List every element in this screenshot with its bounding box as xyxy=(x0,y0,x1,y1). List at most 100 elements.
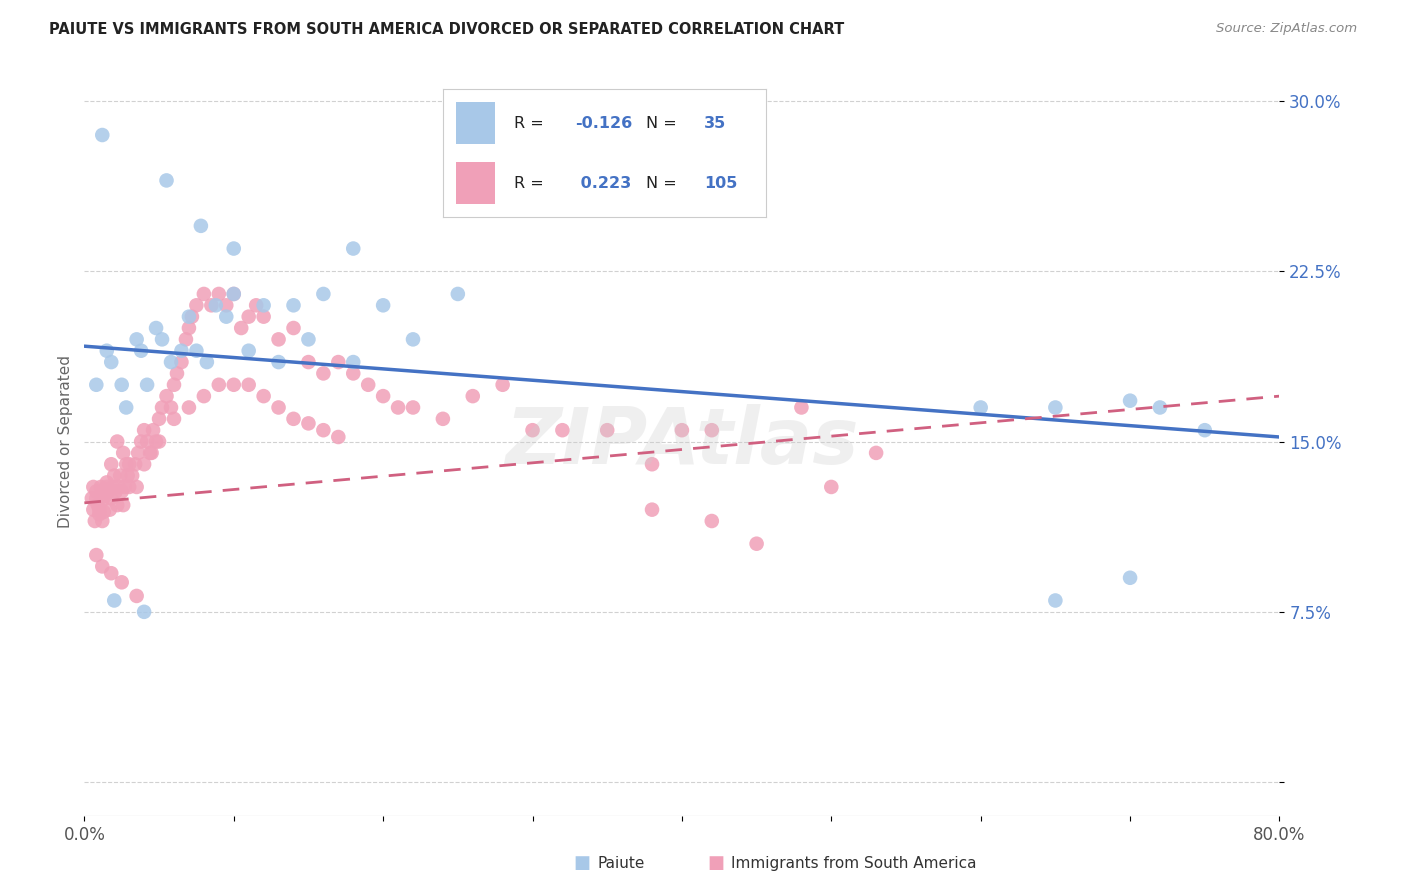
Point xyxy=(132,605,156,619)
Point xyxy=(117,468,139,483)
Point xyxy=(193,389,215,403)
Point xyxy=(432,412,454,426)
Point xyxy=(155,173,177,187)
Y-axis label: Divorced or Separated: Divorced or Separated xyxy=(58,355,73,528)
Point xyxy=(865,446,887,460)
Point xyxy=(87,498,110,512)
Point xyxy=(112,446,135,460)
Point xyxy=(641,502,664,516)
Point xyxy=(402,332,425,346)
Point xyxy=(222,242,245,256)
Point xyxy=(115,457,138,471)
Point xyxy=(110,468,132,483)
Point xyxy=(111,377,134,392)
Point xyxy=(90,480,112,494)
Point xyxy=(402,401,425,415)
Text: Immigrants from South America: Immigrants from South America xyxy=(731,856,977,871)
Point xyxy=(89,507,111,521)
Point xyxy=(190,219,212,233)
Point xyxy=(1045,401,1067,415)
Point xyxy=(96,475,118,490)
Point xyxy=(253,389,276,403)
Text: Source: ZipAtlas.com: Source: ZipAtlas.com xyxy=(1216,22,1357,36)
Point xyxy=(150,332,173,346)
Point xyxy=(86,491,108,506)
Point xyxy=(596,423,619,437)
Point xyxy=(86,377,108,392)
Point xyxy=(208,377,231,392)
Point xyxy=(312,287,335,301)
Point xyxy=(107,480,129,494)
Point xyxy=(139,446,162,460)
Point xyxy=(790,401,813,415)
Point xyxy=(186,298,208,312)
Text: Paiute: Paiute xyxy=(598,856,645,871)
Point xyxy=(970,401,993,415)
Point xyxy=(103,468,125,483)
Point xyxy=(641,457,664,471)
Point xyxy=(215,310,238,324)
Point xyxy=(170,343,193,358)
Point xyxy=(186,343,208,358)
Point xyxy=(129,343,152,358)
Point xyxy=(222,287,245,301)
Point xyxy=(125,589,148,603)
Point xyxy=(91,493,114,508)
Point xyxy=(200,298,222,312)
Point xyxy=(94,489,117,503)
Point xyxy=(105,498,128,512)
Point xyxy=(253,310,276,324)
Point xyxy=(118,480,141,494)
Text: ■: ■ xyxy=(707,855,724,872)
Point xyxy=(312,423,335,437)
Point xyxy=(700,423,723,437)
Point xyxy=(82,480,104,494)
Point xyxy=(100,566,122,581)
Point xyxy=(91,559,114,574)
Point xyxy=(522,423,544,437)
Point xyxy=(267,401,290,415)
Point xyxy=(142,423,165,437)
Point xyxy=(136,377,159,392)
Point xyxy=(283,321,305,335)
Point xyxy=(121,468,143,483)
Point xyxy=(297,355,319,369)
Point xyxy=(100,491,122,506)
Point xyxy=(114,480,136,494)
Point xyxy=(245,298,267,312)
Point xyxy=(231,321,253,335)
Point xyxy=(447,287,470,301)
Point xyxy=(145,434,167,449)
Point xyxy=(342,242,364,256)
Point xyxy=(82,502,104,516)
Point xyxy=(671,423,693,437)
Point xyxy=(145,321,167,335)
Point xyxy=(492,377,515,392)
Point xyxy=(238,310,260,324)
Point xyxy=(96,343,118,358)
Point xyxy=(267,355,290,369)
Point xyxy=(208,287,231,301)
Point xyxy=(97,484,120,499)
Point xyxy=(91,514,114,528)
Point xyxy=(820,480,842,494)
Point xyxy=(328,355,350,369)
Point xyxy=(342,367,364,381)
Point xyxy=(174,332,197,346)
Point xyxy=(222,287,245,301)
Point xyxy=(112,498,135,512)
Point xyxy=(700,514,723,528)
Text: ■: ■ xyxy=(574,855,591,872)
Point xyxy=(100,355,122,369)
Point xyxy=(160,401,183,415)
Point xyxy=(387,401,409,415)
Point xyxy=(101,480,124,494)
Point xyxy=(86,548,108,562)
Point xyxy=(193,287,215,301)
Point xyxy=(125,332,148,346)
Point xyxy=(1149,401,1171,415)
Point xyxy=(163,377,186,392)
Point xyxy=(177,321,200,335)
Point xyxy=(127,446,149,460)
Point xyxy=(373,389,395,403)
